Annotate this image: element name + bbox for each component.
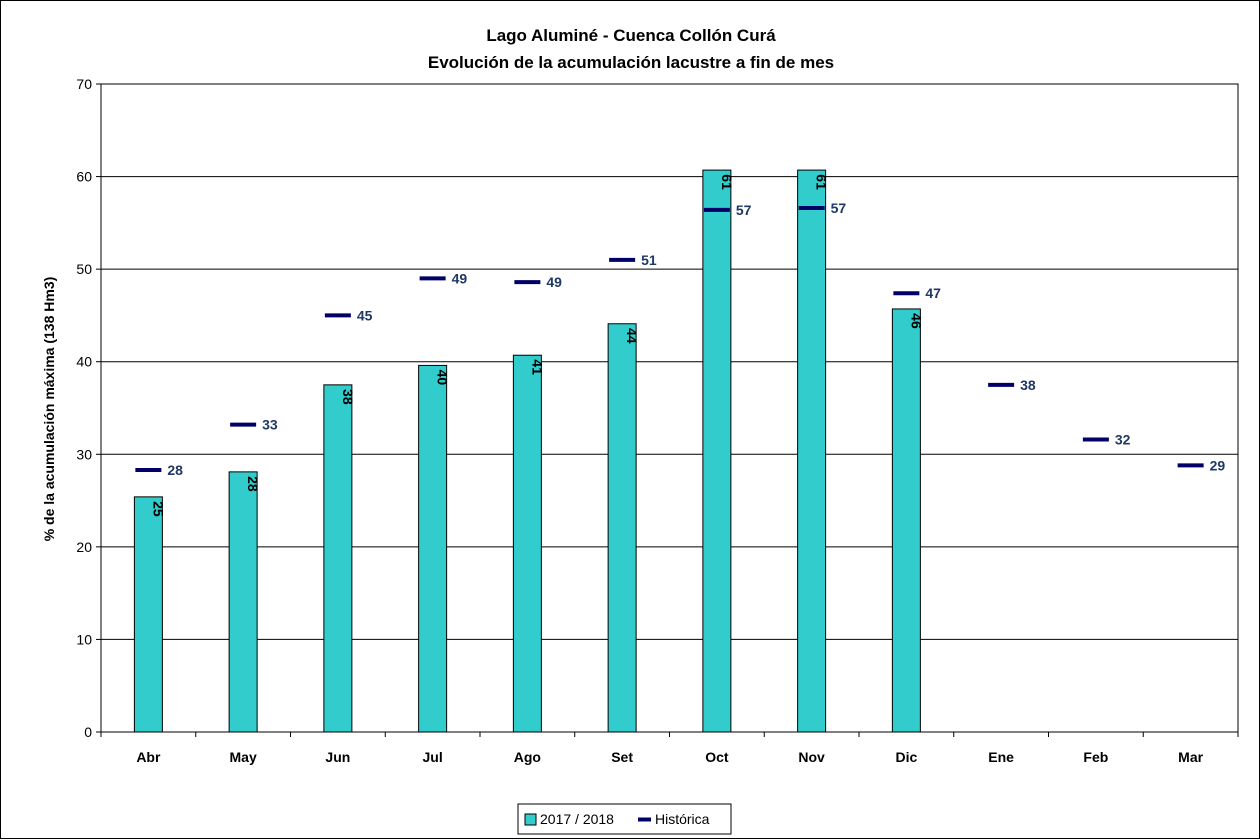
historica-data-label: 45 bbox=[357, 307, 373, 323]
bar-data-label: 38 bbox=[340, 389, 356, 405]
x-category-label: May bbox=[230, 749, 257, 765]
bar-data-label: 40 bbox=[435, 370, 451, 386]
y-tick-label: 0 bbox=[84, 724, 92, 740]
axis-layer: 0 10 20 30 40 50 60 70 Abr May Jun Jul Ago Set Oct Nov D… bbox=[76, 76, 1239, 765]
historica-data-label: 49 bbox=[452, 270, 468, 286]
plot-area bbox=[100, 83, 1239, 733]
x-category-label: Nov bbox=[798, 749, 825, 765]
bar-2017-2018 bbox=[607, 323, 637, 733]
historica-data-label: 51 bbox=[641, 252, 657, 268]
historica-data-label: 29 bbox=[1210, 457, 1226, 473]
bar-data-label: 44 bbox=[624, 328, 640, 344]
legend-swatch-2017-2018 bbox=[524, 813, 537, 826]
bar-data-label: 28 bbox=[245, 476, 261, 492]
bar-2017-2018 bbox=[797, 169, 827, 733]
y-axis-label: % de la acumulación máxima (138 Hm3) bbox=[41, 277, 57, 542]
y-tick-label: 50 bbox=[76, 261, 92, 277]
historica-layer: 28 33 45 49 49 51 57 57 47 38 32 29 bbox=[135, 200, 1225, 478]
bar-data-label: 41 bbox=[529, 359, 545, 375]
bar-data-label: 46 bbox=[908, 313, 924, 329]
bar-layer: 25 28 38 40 41 44 61 61 46 bbox=[133, 169, 924, 733]
bar-data-label: 25 bbox=[150, 501, 166, 517]
historica-data-label: 28 bbox=[167, 462, 183, 478]
bar-2017-2018 bbox=[133, 496, 163, 733]
x-category-label: Jul bbox=[423, 749, 443, 765]
x-category-label: Ago bbox=[514, 749, 541, 765]
bar-2017-2018 bbox=[891, 308, 921, 733]
bar-2017-2018 bbox=[323, 384, 353, 733]
bar-data-label: 61 bbox=[719, 174, 735, 190]
bar-2017-2018 bbox=[702, 169, 732, 733]
y-tick-label: 60 bbox=[76, 169, 92, 185]
x-category-label: Dic bbox=[895, 749, 917, 765]
historica-data-label: 57 bbox=[736, 202, 752, 218]
y-tick-label: 20 bbox=[76, 539, 92, 555]
x-category-label: Feb bbox=[1083, 749, 1108, 765]
historica-data-label: 49 bbox=[546, 274, 562, 290]
x-category-label: Oct bbox=[705, 749, 729, 765]
legend-label-2017-2018: 2017 / 2018 bbox=[540, 811, 614, 827]
historica-data-label: 33 bbox=[262, 417, 278, 433]
y-tick-label: 10 bbox=[76, 631, 92, 647]
y-tick-label: 40 bbox=[76, 354, 92, 370]
legend: 2017 / 2018 Histórica bbox=[517, 803, 732, 835]
y-tick-label: 30 bbox=[76, 446, 92, 462]
grid-layer bbox=[101, 176, 1238, 640]
bar-2017-2018 bbox=[228, 471, 258, 733]
bar-data-label: 61 bbox=[814, 174, 830, 190]
historica-data-label: 57 bbox=[831, 200, 847, 216]
chart-title: Lago Aluminé - Cuenca Collón Curá bbox=[486, 26, 776, 45]
legend-label-historica: Histórica bbox=[655, 811, 710, 827]
y-tick-label: 70 bbox=[76, 76, 92, 92]
x-category-label: Mar bbox=[1178, 749, 1203, 765]
bar-2017-2018 bbox=[512, 354, 542, 733]
x-category-label: Set bbox=[611, 749, 633, 765]
bar-2017-2018 bbox=[418, 364, 448, 733]
x-category-label: Jun bbox=[325, 749, 350, 765]
chart-subtitle: Evolución de la acumulación lacustre a f… bbox=[428, 53, 834, 72]
historica-data-label: 47 bbox=[925, 285, 941, 301]
historica-data-label: 38 bbox=[1020, 377, 1036, 393]
historica-data-label: 32 bbox=[1115, 431, 1131, 447]
x-category-label: Ene bbox=[988, 749, 1014, 765]
legend-box bbox=[517, 803, 732, 835]
x-category-label: Abr bbox=[136, 749, 161, 765]
